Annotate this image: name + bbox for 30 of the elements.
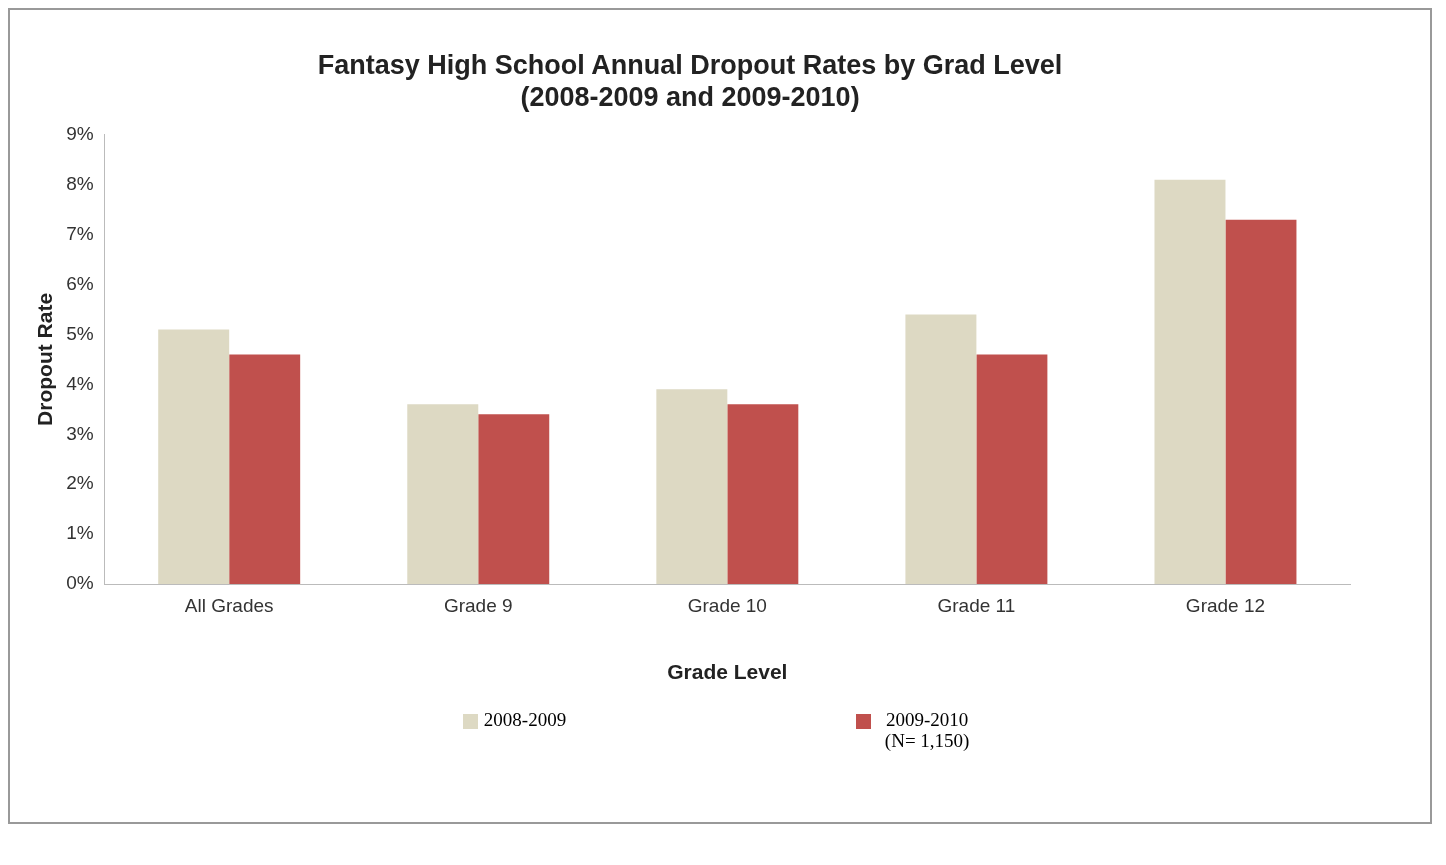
chart-title: Fantasy High School Annual Dropout Rates by Grad Level (2008-2009 and 2009-2010): [317, 49, 1063, 113]
legend-label: 2008-2009: [483, 709, 567, 731]
x-tick-label: Grade 11: [937, 594, 1016, 616]
y-tick-label: 4%: [66, 372, 94, 394]
y-tick-label: 7%: [66, 222, 94, 244]
x-tick-label: All Grades: [184, 594, 274, 616]
bar: [1154, 179, 1226, 584]
bar: [229, 354, 301, 584]
y-tick-label: 1%: [66, 522, 94, 544]
y-tick-label: 0%: [66, 572, 94, 594]
bar: [407, 404, 479, 584]
legend-label: 2009-2010 (N= 1,150): [883, 709, 971, 752]
y-tick-label: 9%: [66, 123, 94, 145]
y-tick-label: 3%: [66, 422, 94, 444]
x-tick-label: Grade 10: [687, 594, 767, 616]
x-tick-label: Grade 9: [443, 594, 513, 616]
y-tick-label: 5%: [66, 322, 94, 344]
bar: [478, 414, 550, 584]
bar: [158, 329, 230, 584]
bar: [1225, 219, 1297, 584]
y-axis-title: Dropout Rate: [33, 292, 57, 426]
bar: [905, 314, 977, 584]
bar: [656, 389, 728, 584]
x-tick-label: Grade 12: [1185, 594, 1266, 616]
y-tick-label: 2%: [66, 472, 94, 494]
y-tick-label: 8%: [66, 172, 94, 194]
bar: [727, 404, 799, 584]
y-tick-label: 6%: [66, 272, 94, 294]
x-axis-title: Grade Level: [667, 660, 788, 684]
bar: [976, 354, 1048, 584]
